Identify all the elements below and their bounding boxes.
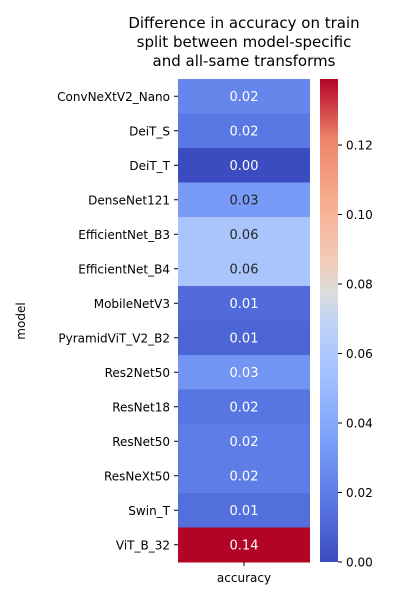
heatmap-cells: 0.02 0.02 0.00 0.03 0.06 0.06 0.01 0.01 0.03 0.02…: [178, 79, 310, 563]
cell-value-label: 0.01: [230, 297, 259, 312]
cell-value-label: 0.03: [230, 366, 259, 381]
cell-value-label: 0.02: [230, 400, 259, 415]
y-axis-label: model: [14, 302, 28, 339]
cell-value-label: 0.01: [230, 504, 259, 519]
heatmap-cell: [178, 424, 310, 459]
x-axis-label: accuracy: [217, 571, 271, 585]
row-label: EfficientNet_B3: [78, 228, 170, 242]
heatmap-cell: [178, 389, 310, 425]
row-tick-labels: ConvNeXtV2_Nano DeiT_S DeiT_T DenseNet121 Ef…: [57, 90, 245, 566]
heatmap-cell: [178, 79, 310, 114]
colorbar-gradient: [320, 79, 338, 562]
cell-value-label: 0.00: [230, 159, 259, 174]
colorbar-tick-label: 0.10: [346, 208, 373, 222]
colorbar-tick-label: 0.00: [346, 556, 373, 570]
cell-value-label: 0.02: [230, 124, 259, 139]
row-label: ViT_B_32: [116, 538, 170, 552]
heatmap-cell: [178, 148, 310, 183]
chart-title-line: Difference in accuracy on train: [128, 14, 359, 32]
colorbar-tick-label: 0.12: [346, 139, 373, 153]
row-label: ResNeXt50: [104, 469, 170, 483]
cell-value-label: 0.02: [230, 435, 259, 450]
heatmap-cell: [178, 286, 310, 321]
colorbar-tick-label: 0.08: [346, 278, 373, 292]
heatmap-cell: [178, 320, 310, 356]
row-label: ResNet18: [112, 400, 170, 414]
row-label: PyramidViT_V2_B2: [58, 331, 170, 345]
cell-value-label: 0.14: [230, 538, 259, 553]
chart-title-line: and all-same transforms: [153, 52, 336, 70]
heatmap-cell: [178, 251, 310, 287]
heatmap-cell: [178, 217, 310, 252]
cell-value-label: 0.06: [230, 262, 259, 277]
row-label: MobileNetV3: [94, 297, 170, 311]
row-label: DeiT_S: [129, 124, 170, 138]
row-label: DenseNet121: [88, 193, 170, 207]
colorbar: 0.00 0.02 0.04 0.06 0.08 0.10 0.12: [320, 79, 373, 570]
heatmap-cell: [178, 355, 310, 390]
row-label: DeiT_T: [129, 159, 170, 173]
cell-value-label: 0.02: [230, 90, 259, 105]
colorbar-tick-label: 0.06: [346, 347, 373, 361]
cell-value-label: 0.03: [230, 193, 259, 208]
colorbar-tick-label: 0.02: [346, 486, 373, 500]
cell-value-label: 0.02: [230, 469, 259, 484]
colorbar-tick-label: 0.04: [346, 417, 373, 431]
heatmap-cell: [178, 493, 310, 528]
row-label: ResNet50: [112, 435, 170, 449]
heatmap-cell: [178, 182, 310, 218]
row-label: Swin_T: [128, 504, 170, 518]
row-label: Res2Net50: [105, 366, 170, 380]
row-label: EfficientNet_B4: [78, 262, 170, 276]
heatmap-cell: [178, 113, 310, 149]
row-label: ConvNeXtV2_Nano: [57, 90, 170, 104]
colorbar-ticks: 0.00 0.02 0.04 0.06 0.08 0.10 0.12: [338, 139, 373, 570]
cell-value-label: 0.06: [230, 228, 259, 243]
chart-title-line: split between model-specific: [137, 33, 352, 51]
cell-value-label: 0.01: [230, 331, 259, 346]
heatmap-cell: [178, 527, 310, 563]
heatmap-cell: [178, 458, 310, 494]
